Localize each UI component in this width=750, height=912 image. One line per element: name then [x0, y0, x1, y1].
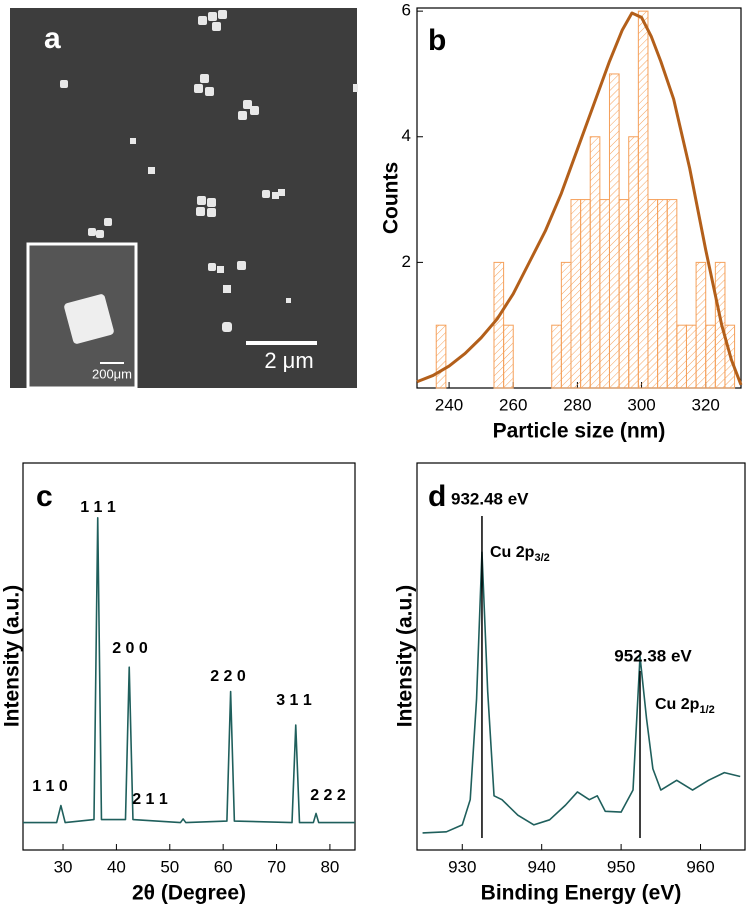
bar: [637, 10, 649, 389]
x-tick-label: 30: [54, 857, 73, 876]
x-tick-label: 930: [448, 857, 476, 876]
bar: [570, 199, 582, 389]
sem-image: 200μm 2 μm a: [10, 8, 358, 390]
panel-label: a: [44, 22, 61, 55]
peak-name: Cu 2p3/2: [490, 544, 550, 564]
x-tick-label: 940: [528, 857, 556, 876]
bar: [599, 199, 610, 389]
bar: [560, 261, 572, 389]
bar: [647, 199, 659, 389]
peak-label: 1 1 1: [80, 499, 116, 516]
bar: [628, 136, 639, 389]
spectrum-line: [422, 551, 741, 834]
scale-label: 2 μm: [264, 348, 313, 373]
peak-position-label: 932.48 eV: [451, 489, 529, 508]
x-tick-label: 950: [607, 857, 635, 876]
x-tick-label: 960: [686, 857, 714, 876]
peak-name-text: Cu 2p: [490, 544, 535, 561]
panel-label: b: [428, 24, 446, 57]
x-axis-title: Binding Energy (eV): [481, 882, 682, 905]
inset-scale-label: 200μm: [92, 366, 132, 381]
bar: [714, 261, 726, 389]
peak-name-text: Cu 2p: [655, 696, 700, 713]
bar: [551, 324, 562, 389]
inset-particle: [64, 294, 114, 344]
x-tick-label: 280: [563, 395, 591, 414]
x-tick-label: 320: [692, 395, 720, 414]
plot-frame: [416, 462, 746, 851]
peak-label: 2 1 1: [132, 791, 168, 808]
x-axis-title: 2θ (Degree): [132, 882, 246, 905]
bar: [493, 261, 505, 389]
peak-name-sub: 1/2: [699, 704, 714, 716]
peak-name-sub: 3/2: [534, 552, 549, 564]
x-tick-label: 40: [107, 857, 126, 876]
bar: [503, 324, 514, 389]
x-tick-label: 80: [320, 857, 339, 876]
peak-label: 3 1 1: [276, 692, 312, 709]
x-axis-title: Particle size (nm): [493, 420, 666, 443]
y-axis-title: Counts: [380, 162, 403, 234]
y-axis-title: Intensity (a.u.): [394, 585, 417, 727]
bar: [608, 73, 620, 389]
bar: [705, 324, 716, 389]
peak-position-label: 952.38 eV: [614, 646, 692, 665]
bar: [685, 324, 697, 389]
y-tick-label: 6: [402, 1, 411, 20]
x-tick-label: 300: [627, 395, 655, 414]
y-tick-label: 4: [402, 126, 411, 145]
bar: [695, 261, 707, 389]
bar: [666, 199, 678, 389]
bar: [657, 199, 668, 389]
peak-label: 2 2 0: [210, 668, 246, 685]
x-tick-label: 50: [160, 857, 179, 876]
fit-curve: [416, 11, 743, 386]
panel-label: d: [428, 480, 446, 513]
peak-label: 2 2 2: [310, 787, 346, 804]
peak-label: 1 1 0: [32, 778, 68, 795]
peak-name: Cu 2p1/2: [655, 696, 715, 716]
x-tick-label: 260: [499, 395, 527, 414]
x-tick-label: 70: [267, 857, 286, 876]
bar: [589, 136, 601, 389]
bar: [618, 199, 630, 389]
spectrum-line: [23, 517, 355, 824]
bar: [580, 199, 591, 389]
x-tick-label: 240: [435, 395, 463, 414]
plot-frame: [22, 462, 356, 851]
y-tick-label: 2: [402, 252, 411, 271]
bar: [676, 324, 687, 389]
x-tick-label: 60: [214, 857, 233, 876]
y-axis-title: Intensity (a.u.): [1, 585, 24, 727]
particles: [60, 10, 358, 332]
panel-label: c: [36, 480, 53, 513]
peak-label: 2 0 0: [112, 640, 148, 657]
bar: [435, 324, 447, 389]
